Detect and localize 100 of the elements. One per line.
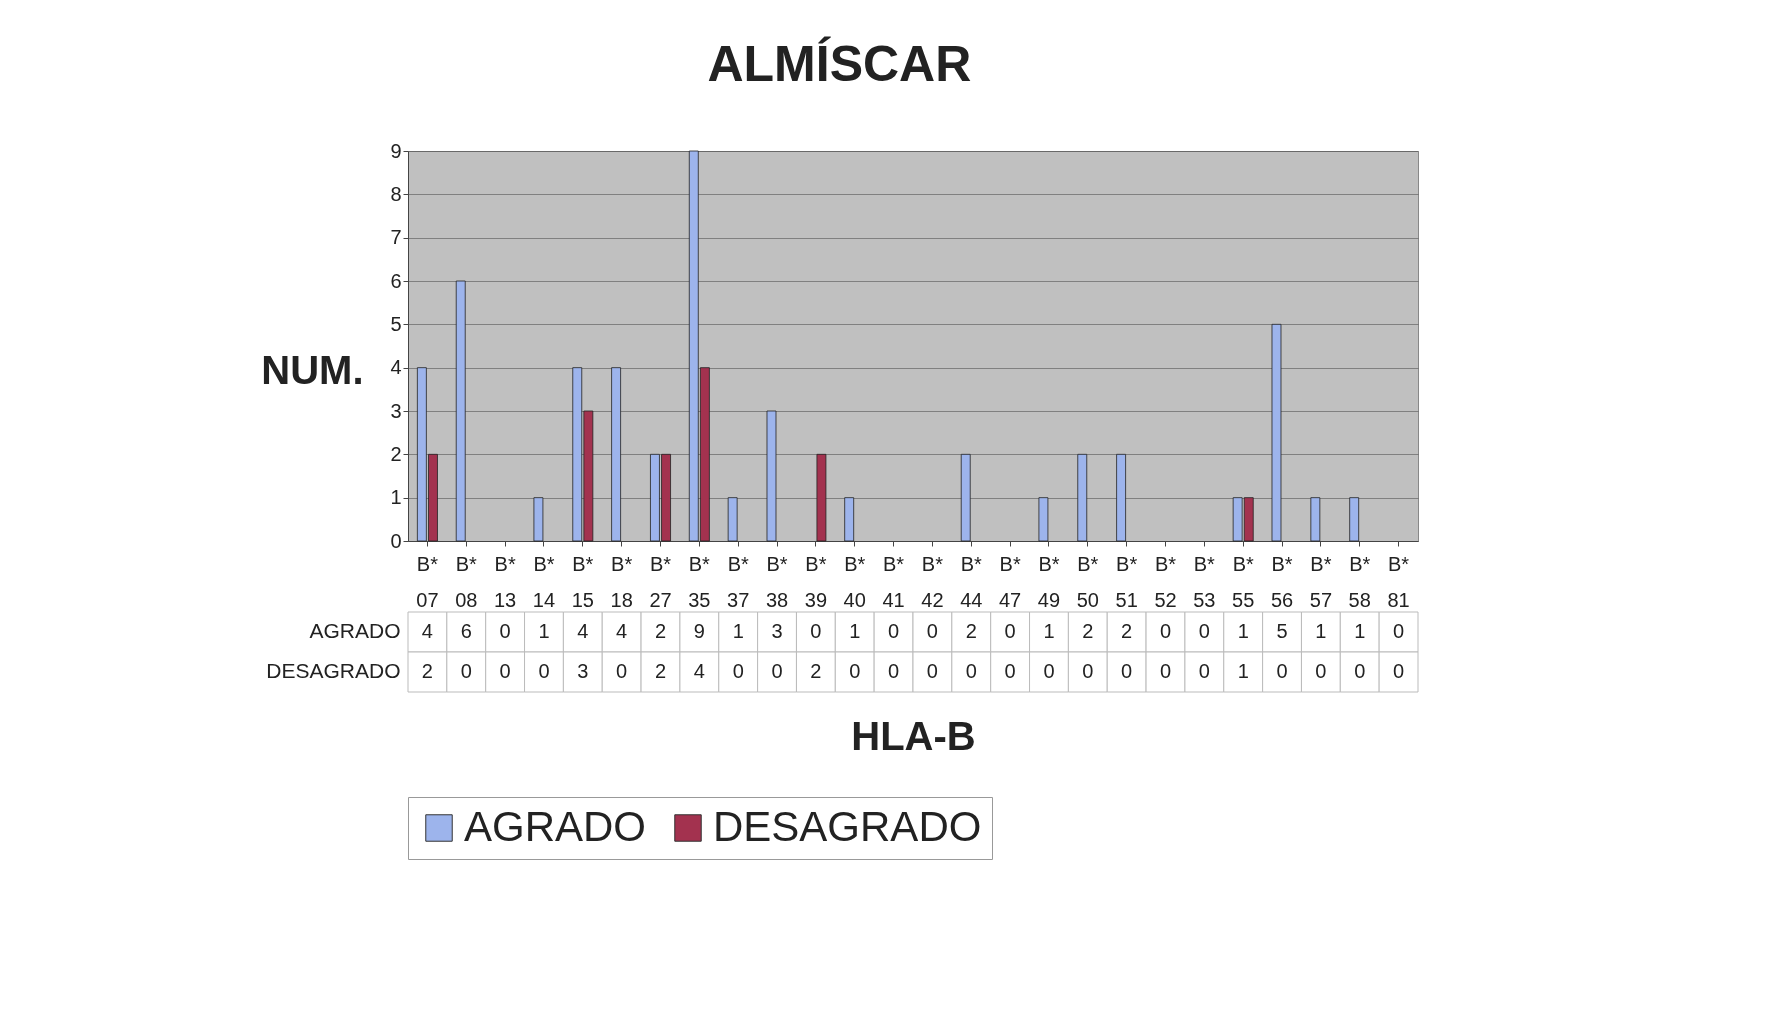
data-label: 0 — [1043, 660, 1055, 682]
data-label: 0 — [499, 660, 511, 682]
bar — [816, 453, 827, 542]
data-label: 3 — [771, 620, 783, 642]
data-label: 4 — [693, 660, 705, 682]
x-tick-label: B* 52 — [1154, 552, 1177, 611]
text: AGRADO — [309, 619, 401, 642]
data-label: 0 — [1159, 620, 1172, 642]
data-label: 9 — [693, 620, 705, 642]
data-label: 2 — [810, 660, 822, 682]
data-label: 1 — [849, 620, 861, 642]
data-label: 2 — [654, 620, 667, 642]
x-tick-label: B* 50 — [1076, 552, 1099, 611]
x-axis-title: HLA-B — [851, 713, 976, 758]
chart-title: ALMÍSCAR — [707, 35, 972, 92]
data-label: 0 — [732, 660, 744, 682]
data-label: 4 — [616, 620, 628, 642]
x-tick-label: B* 27 — [649, 552, 672, 611]
x-tick-label: B* 81 — [1387, 552, 1410, 611]
data-label: 2 — [1082, 620, 1094, 642]
x-tick-label: B* 51 — [1115, 552, 1138, 611]
y-tick-label: 9 — [390, 139, 402, 162]
y-tick-label: 8 — [390, 182, 402, 205]
y-tick-label: 5 — [390, 312, 402, 335]
x-tick-label: B* 08 — [455, 552, 478, 611]
data-label: 0 — [810, 620, 822, 642]
data-label: 0 — [1354, 660, 1366, 682]
data-label: 2 — [421, 660, 433, 682]
x-tick-label: B* 40 — [843, 552, 866, 611]
legend-label: AGRADO — [464, 803, 647, 850]
data-label: 0 — [926, 660, 938, 682]
x-tick-label: B* 35 — [688, 552, 711, 611]
x-tick-label: B* 58 — [1348, 552, 1371, 611]
data-label: 5 — [1276, 620, 1288, 642]
y-tick-label: 2 — [390, 442, 402, 465]
bar — [727, 497, 738, 542]
x-tick-label: B* 38 — [765, 552, 789, 611]
data-label: 0 — [1393, 620, 1405, 642]
data-label: 0 — [926, 620, 938, 642]
data-label: 0 — [616, 660, 628, 682]
x-tick-label: B* 14 — [532, 552, 556, 611]
data-label: 0 — [538, 660, 550, 682]
data-label: 0 — [965, 660, 977, 682]
data-label: 0 — [888, 660, 900, 682]
data-label: 0 — [1004, 620, 1016, 642]
data-label: 0 — [888, 620, 900, 642]
data-label: 0 — [1315, 660, 1327, 682]
data-label: 0 — [1121, 660, 1133, 682]
bar — [1310, 497, 1321, 542]
x-tick-label: B* 57 — [1309, 552, 1333, 611]
bar — [611, 367, 621, 542]
data-label: 0 — [499, 620, 511, 642]
y-tick-label: 4 — [390, 356, 402, 379]
bar — [1038, 497, 1049, 542]
data-label: 0 — [1276, 660, 1288, 682]
data-label: 0 — [1004, 660, 1016, 682]
data-label: 1 — [1043, 620, 1055, 642]
data-label: 1 — [1315, 620, 1327, 642]
bar — [1116, 453, 1126, 542]
bar — [766, 410, 777, 542]
data-label: 0 — [1198, 620, 1210, 642]
data-label: 0 — [1082, 660, 1094, 682]
y-axis-title: NUM. — [261, 347, 364, 392]
y-tick-label: 7 — [390, 226, 402, 249]
data-label: 0 — [460, 660, 472, 682]
data-label: 1 — [732, 620, 744, 642]
x-tick-label: B* 37 — [727, 552, 750, 611]
data-label: 4 — [577, 620, 589, 642]
bar — [960, 453, 971, 542]
bar — [455, 280, 466, 542]
data-label: 1 — [1354, 620, 1366, 642]
text: DESAGRADO — [266, 659, 401, 682]
bar — [1349, 497, 1360, 542]
data-label: 0 — [1393, 660, 1405, 682]
x-tick-label: B* 53 — [1193, 552, 1216, 611]
data-label: 1 — [1237, 620, 1249, 642]
x-tick-label: B* 13 — [493, 552, 517, 611]
data-label: 1 — [538, 620, 550, 642]
data-label: 0 — [771, 660, 783, 682]
x-tick-label: B* 07 — [416, 552, 439, 611]
data-label: 3 — [577, 660, 589, 682]
x-tick-label: B* 56 — [1270, 552, 1294, 611]
bar — [1271, 323, 1282, 542]
y-tick-label: 3 — [390, 399, 402, 422]
data-label: 0 — [1159, 660, 1172, 682]
bar — [533, 497, 544, 542]
data-label: 0 — [849, 660, 861, 682]
bar — [844, 497, 855, 542]
y-tick-label: 0 — [390, 529, 402, 552]
x-tick-label: B* 15 — [571, 552, 594, 611]
x-tick-label: B* 18 — [610, 552, 633, 611]
x-tick-label: B* 42 — [921, 552, 944, 611]
data-label: 2 — [654, 660, 667, 682]
data-label: 4 — [421, 620, 433, 642]
y-tick-label: 1 — [390, 486, 402, 509]
y-tick-label: 6 — [390, 269, 402, 292]
x-tick-label: B* 39 — [804, 552, 828, 611]
data-label: 0 — [1198, 660, 1210, 682]
x-tick-label: B* 41 — [882, 552, 905, 611]
data-label: 6 — [460, 620, 472, 642]
